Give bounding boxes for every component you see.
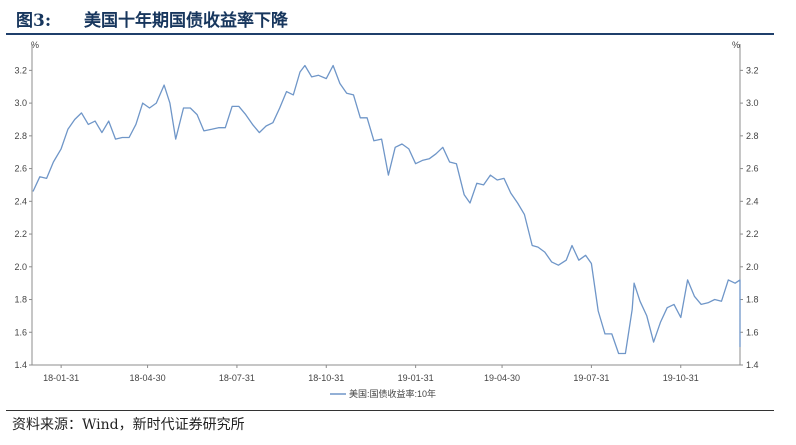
y-tick-label: 2.0 [14, 262, 27, 272]
y-tick-label-right: 1.4 [746, 360, 759, 370]
x-tick-label: 19-04-30 [484, 373, 520, 383]
y-tick-label: 1.6 [14, 327, 27, 337]
y-tick-label-right: 2.0 [746, 262, 759, 272]
figure-header: 图3: 美国十年期国债收益率下降 [6, 4, 790, 31]
figure-label: 图3: [16, 11, 52, 31]
y-tick-label: 1.4 [14, 360, 27, 370]
y-tick-label-right: 3.2 [746, 65, 759, 75]
series-layer [32, 64, 741, 355]
x-tick-label: 18-10-31 [308, 373, 344, 383]
y-tick-label: 1.8 [14, 295, 27, 305]
line-chart: 1.41.61.82.02.22.42.62.83.03.2% 1.41.61.… [14, 40, 759, 399]
y-tick-label-right: 3.0 [746, 98, 759, 108]
y-tick-label-right: 1.8 [746, 295, 759, 305]
x-axis: 18-01-31 18-04-30 18-07-31 18-10-31 19-01-31… [43, 365, 699, 383]
x-tick-label: 18-04-30 [130, 373, 166, 383]
y-tick-label: 2.2 [14, 229, 27, 239]
plot-area [31, 44, 741, 366]
x-tick-label: 19-10-31 [663, 373, 699, 383]
y-tick-label-right: 2.2 [746, 229, 759, 239]
y-unit-right: % [732, 40, 740, 50]
y-unit-left: % [31, 40, 39, 50]
legend: 美国:国债收益率:10年 [330, 388, 436, 399]
header-rule [6, 33, 774, 35]
x-tick-label: 19-01-31 [398, 373, 434, 383]
figure-title: 美国十年期国债收益率下降 [84, 11, 288, 31]
y-tick-label: 3.0 [14, 98, 27, 108]
footer-rule [6, 410, 774, 411]
y-axis-left: 1.4 1.6 1.8 2.0 2.2 2.4 2.6 2.8 3.0 3.2% [14, 40, 39, 370]
y-tick-label-right: 2.4 [746, 196, 759, 206]
y-tick-label-right: 2.8 [746, 131, 759, 141]
y-tick-label: 2.4 [14, 196, 27, 206]
x-tick-label: 18-01-31 [43, 373, 79, 383]
source-note: 资料来源：Wind，新时代证券研究所 [12, 417, 245, 433]
x-tick-label: 18-07-31 [219, 373, 255, 383]
series-line-us-10y-yield [32, 64, 741, 355]
y-tick-label-right: 1.6 [746, 327, 759, 337]
y-tick-label-right: 2.6 [746, 164, 759, 174]
y-tick-label: 2.6 [14, 164, 27, 174]
legend-label: 美国:国债收益率:10年 [349, 388, 436, 399]
x-tick-label: 19-07-31 [573, 373, 609, 383]
y-tick-label: 2.8 [14, 131, 27, 141]
y-tick-label: 3.2 [14, 65, 27, 75]
y-axis-right: 1.4 1.6 1.8 2.0 2.2 2.4 2.6 2.8 3.0 3.2% [732, 40, 759, 370]
